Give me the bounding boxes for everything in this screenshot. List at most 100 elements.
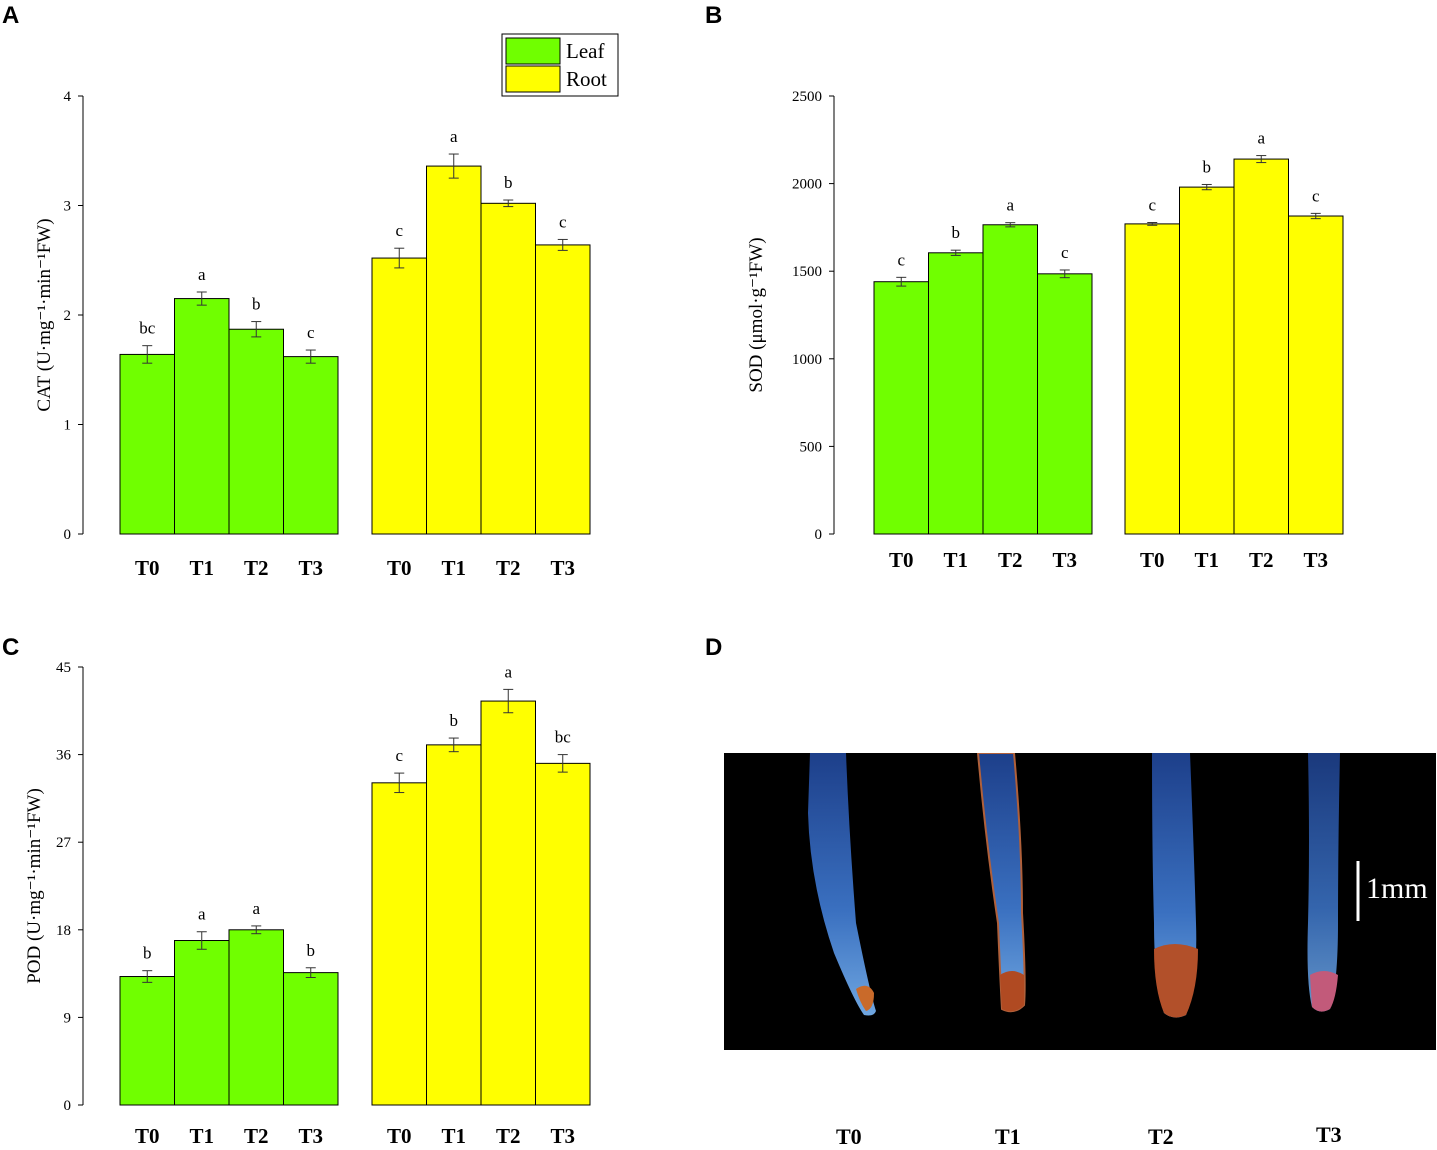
chart-c-y-tick-label: 27 [56,835,72,851]
chart-b-bar [928,252,984,535]
chart-b-significance-letter: c [1312,186,1320,205]
chart-b-significance-letter: c [897,250,905,269]
root-tip-t0 [808,753,876,1016]
panel-letter-a: A [2,2,20,29]
chart-c-bar [535,762,591,1106]
chart-b-y-tick-label: 2500 [792,89,822,105]
panel-letter-b: B [705,2,723,29]
chart-b-bar [1124,223,1180,535]
photo-label-t3: T3 [1316,1122,1342,1147]
chart-c-significance-letter: bc [555,728,572,747]
chart-b-x-tick-label: T2 [998,548,1023,572]
chart-a-bar [283,356,339,535]
chart-a-x-tick-label: T2 [244,556,269,580]
panel-letter-d: D [705,634,723,661]
chart-a-y-label: CAT (U·mg⁻¹·min⁻¹FW) [34,218,55,411]
root-tips-photo [724,753,1436,1050]
chart-a-significance-letter: b [504,173,513,192]
chart-b-significance-letter: c [1148,195,1156,214]
photo-label-t1: T1 [995,1124,1021,1149]
chart-a-y-tick-label: 4 [64,89,72,105]
chart-a-significance-letter: c [395,221,403,240]
chart-c-bar [283,972,339,1106]
chart-a-bar [371,257,427,535]
root-tips-illustration [808,753,1360,1018]
photo-label-t2: T2 [1148,1124,1174,1149]
legend-swatch-root [505,65,561,93]
chart-b-y-label: SOD (μmol·g⁻¹FW) [746,237,767,392]
chart-b-x-tick-label: T2 [1249,548,1274,572]
chart-a-significance-letter: c [307,323,315,342]
chart-a-x-tick-label: T0 [387,556,412,580]
chart-c-bar [228,929,284,1106]
chart-c-x-tick-label: T1 [441,1124,466,1146]
chart-c-y-tick-label: 9 [64,1010,72,1026]
chart-c-significance-letter: a [198,905,206,924]
chart-a-significance-letter: b [252,295,261,314]
chart-c-y-tick-label: 36 [56,748,72,764]
chart-c-significance-letter: a [252,899,260,918]
chart-b-significance-letter: b [952,223,961,242]
chart-a-y-tick-label: 1 [64,418,72,434]
chart-a-y-tick-label: 3 [64,199,72,215]
chart-a-x-tick-label: T3 [550,556,575,580]
chart-c-x-tick-label: T2 [244,1124,269,1146]
chart-b-bar [1179,186,1235,535]
chart-c-significance-letter: b [307,941,316,960]
chart-a-x-tick-label: T0 [135,556,160,580]
chart-a-significance-letter: a [450,127,458,146]
chart-a-significance-letter: bc [139,319,156,338]
chart-c-y-label: POD (U·mg⁻¹·min⁻¹FW) [24,788,45,984]
chart-b-y-tick-label: 1000 [792,352,822,368]
chart-c-x-tick-label: T0 [135,1124,160,1146]
chart-c-bar [426,744,482,1106]
chart-b-significance-letter: b [1203,157,1212,176]
chart-b-significance-letter: a [1257,129,1265,148]
chart-b-y-tick-label: 2000 [792,177,822,193]
chart-c-y-tick-label: 0 [64,1098,72,1114]
chart-b-bar [982,224,1038,535]
scale-bar-label: 1mm [1366,872,1428,905]
chart-b-x-tick-label: T1 [1194,548,1219,572]
chart-c-y-tick-label: 45 [56,660,71,676]
chart-b-bar [1233,158,1289,535]
chart-c-x-tick-label: T3 [298,1124,323,1146]
chart-b-bar [1037,273,1093,535]
root-tip-t3 [1307,753,1340,1012]
chart-a-x-tick-label: T2 [496,556,521,580]
chart-a-significance-letter: c [559,212,567,231]
chart-a-x-tick-label: T1 [189,556,214,580]
chart-b-x-tick-label: T0 [889,548,914,572]
chart-c-x-tick-label: T3 [550,1124,575,1146]
chart-b-x-tick-label: T1 [943,548,968,572]
chart-c-x-tick-label: T0 [387,1124,412,1146]
chart-a-bar [480,202,536,535]
chart-b-bar [873,281,929,535]
chart-c-bar [371,782,427,1106]
root-tip-t1 [976,753,1026,1013]
chart-a-y-tick-label: 2 [64,308,72,324]
chart-c-bar [480,700,536,1106]
chart-b-x-tick-label: T3 [1303,548,1328,572]
chart-b-x-tick-label: T3 [1052,548,1077,572]
chart-c-significance-letter: c [395,746,403,765]
chart-c-significance-letter: a [504,662,512,681]
chart-a-bar [535,244,591,535]
chart-c-x-tick-label: T1 [189,1124,214,1146]
chart-c-significance-letter: b [143,944,152,963]
legend-swatch-leaf [505,37,561,65]
photo-label-t0: T0 [836,1124,862,1149]
chart-b-y-tick-label: 1500 [792,264,822,280]
chart-c-bar [174,940,230,1106]
chart-b-bar [1288,215,1344,535]
chart-b-y-tick-label: 0 [815,527,823,543]
chart-a-bar [228,328,284,535]
chart-a-bar [174,298,230,535]
chart-a-x-tick-label: T1 [441,556,466,580]
chart-b-y-tick-label: 500 [800,439,823,455]
chart-a-y-tick-label: 0 [64,527,72,543]
legend-label-leaf: Leaf [566,39,604,63]
chart-c-y-tick-label: 18 [56,923,71,939]
chart-b-significance-letter: a [1006,196,1014,215]
